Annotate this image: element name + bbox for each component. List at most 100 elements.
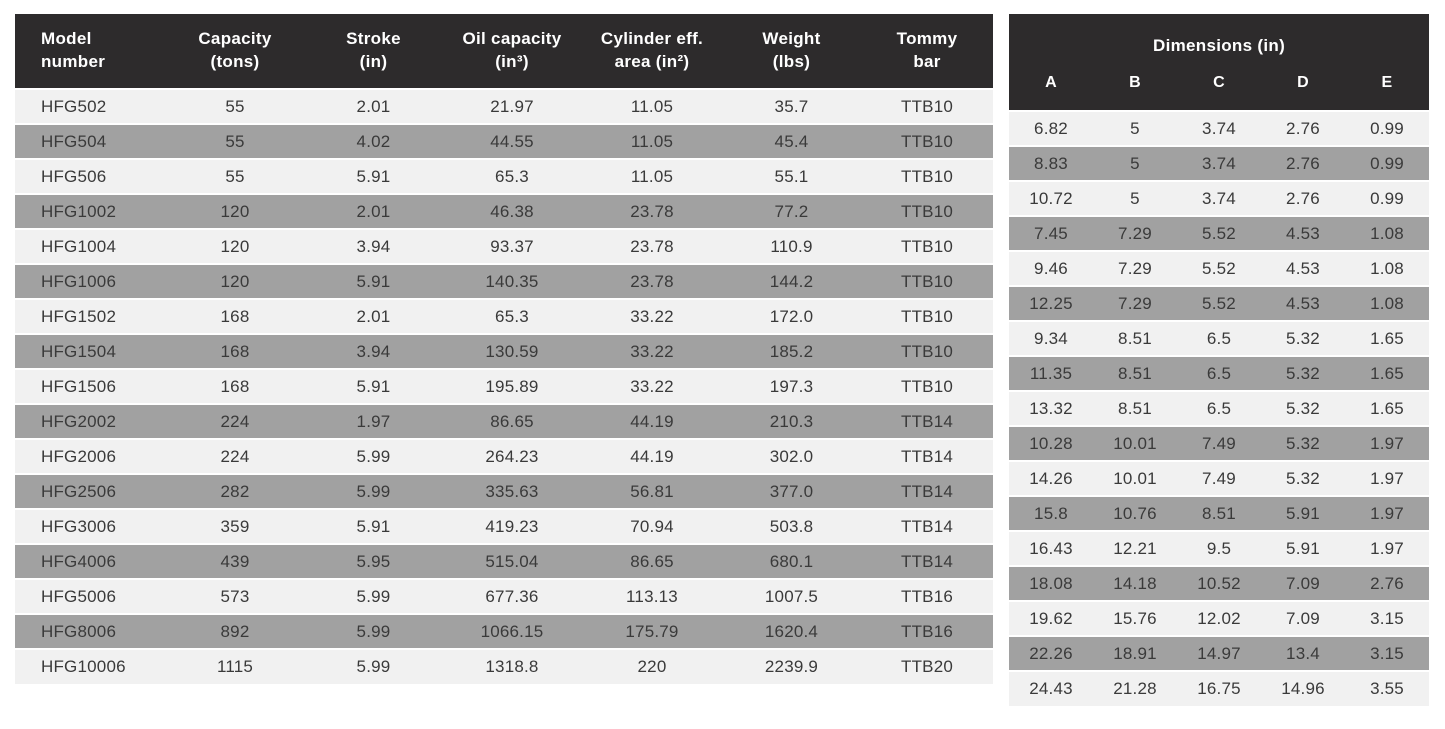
dimensions-letters-row: A B C D E	[1009, 66, 1430, 111]
header-line: Weight	[762, 29, 821, 49]
spec-row: HFG4006 439 5.95 515.04 86.65 680.1 TTB1…	[15, 543, 993, 579]
capacity-cell: 1115	[165, 648, 305, 684]
tommy-bar-cell: TTB10	[861, 88, 993, 124]
dim-d-cell: 5.32	[1261, 425, 1345, 461]
tommy-bar-cell: TTB14	[861, 403, 993, 439]
oil-capacity-cell: 1066.15	[442, 613, 582, 649]
weight-cell: 1007.5	[722, 578, 861, 614]
cylinder-area-cell: 175.79	[582, 613, 722, 649]
capacity-cell: 168	[165, 368, 305, 404]
stroke-cell: 5.99	[305, 613, 442, 649]
model-number-cell: HFG1506	[15, 368, 165, 404]
dimensions-row: 12.25 7.29 5.52 4.53 1.08	[1009, 285, 1430, 321]
dim-a-cell: 12.25	[1009, 285, 1093, 321]
model-number-cell: HFG502	[15, 88, 165, 124]
dimensions-title: Dimensions (in)	[1009, 14, 1430, 66]
dim-d-cell: 5.91	[1261, 495, 1345, 531]
spec-row: HFG2002 224 1.97 86.65 44.19 210.3 TTB14	[15, 403, 993, 439]
stroke-cell: 5.91	[305, 158, 442, 194]
specs-table-header: Model number Capacity (tons) Stroke (in)…	[15, 14, 993, 89]
header-line: Model	[41, 29, 92, 49]
oil-capacity-cell: 195.89	[442, 368, 582, 404]
dim-a-cell: 15.8	[1009, 495, 1093, 531]
dim-e-cell: 0.99	[1345, 145, 1430, 181]
dim-b-cell: 8.51	[1093, 355, 1177, 391]
dim-d-cell: 13.4	[1261, 635, 1345, 671]
model-number-cell: HFG504	[15, 123, 165, 159]
header-line: Capacity	[198, 29, 272, 49]
dim-e-cell: 1.97	[1345, 530, 1430, 566]
spec-row: HFG1502 168 2.01 65.3 33.22 172.0 TTB10	[15, 298, 993, 334]
spec-row: HFG2006 224 5.99 264.23 44.19 302.0 TTB1…	[15, 438, 993, 474]
oil-capacity-cell: 65.3	[442, 298, 582, 334]
dim-a-cell: 11.35	[1009, 355, 1093, 391]
dim-d-cell: 7.09	[1261, 565, 1345, 601]
dim-b-cell: 5	[1093, 180, 1177, 216]
weight-cell: 172.0	[722, 298, 861, 334]
dim-c-cell: 3.74	[1177, 110, 1261, 146]
dimensions-row: 9.46 7.29 5.52 4.53 1.08	[1009, 250, 1430, 286]
col-header-oil-capacity: Oil capacity (in³)	[442, 14, 582, 89]
tommy-bar-cell: TTB10	[861, 263, 993, 299]
dimensions-table-body: 6.82 5 3.74 2.76 0.99 8.83 5 3.74 2.76 0…	[1009, 110, 1430, 706]
dim-e-cell: 1.08	[1345, 285, 1430, 321]
dim-b-cell: 21.28	[1093, 670, 1177, 706]
spec-row: HFG1002 120 2.01 46.38 23.78 77.2 TTB10	[15, 193, 993, 229]
col-header-dim-a: A	[1009, 66, 1093, 111]
dim-b-cell: 10.76	[1093, 495, 1177, 531]
weight-cell: 35.7	[722, 88, 861, 124]
spec-row: HFG1504 168 3.94 130.59 33.22 185.2 TTB1…	[15, 333, 993, 369]
capacity-cell: 55	[165, 158, 305, 194]
stroke-cell: 3.94	[305, 333, 442, 369]
dim-c-cell: 5.52	[1177, 215, 1261, 251]
model-number-cell: HFG4006	[15, 543, 165, 579]
dimensions-row: 9.34 8.51 6.5 5.32 1.65	[1009, 320, 1430, 356]
dimensions-row: 15.8 10.76 8.51 5.91 1.97	[1009, 495, 1430, 531]
tommy-bar-cell: TTB20	[861, 648, 993, 684]
cylinder-area-cell: 23.78	[582, 263, 722, 299]
spec-row: HFG5006 573 5.99 677.36 113.13 1007.5 TT…	[15, 578, 993, 614]
spec-row: HFG1506 168 5.91 195.89 33.22 197.3 TTB1…	[15, 368, 993, 404]
header-line: number	[41, 52, 106, 71]
weight-cell: 680.1	[722, 543, 861, 579]
dimensions-table-header: Dimensions (in) A B C D E	[1009, 14, 1430, 111]
dim-d-cell: 5.32	[1261, 460, 1345, 496]
header-line: (in)	[359, 52, 388, 71]
dim-a-cell: 22.26	[1009, 635, 1093, 671]
dim-e-cell: 1.97	[1345, 460, 1430, 496]
cylinder-area-cell: 33.22	[582, 333, 722, 369]
spec-row: HFG504 55 4.02 44.55 11.05 45.4 TTB10	[15, 123, 993, 159]
oil-capacity-cell: 264.23	[442, 438, 582, 474]
dim-c-cell: 5.52	[1177, 285, 1261, 321]
header-line: area (in²)	[614, 52, 690, 71]
spec-row: HFG1004 120 3.94 93.37 23.78 110.9 TTB10	[15, 228, 993, 264]
stroke-cell: 3.94	[305, 228, 442, 264]
capacity-cell: 282	[165, 473, 305, 509]
header-line: Cylinder eff.	[600, 29, 704, 49]
dim-a-cell: 16.43	[1009, 530, 1093, 566]
capacity-cell: 55	[165, 88, 305, 124]
capacity-cell: 168	[165, 333, 305, 369]
oil-capacity-cell: 515.04	[442, 543, 582, 579]
dimensions-row: 8.83 5 3.74 2.76 0.99	[1009, 145, 1430, 181]
model-number-cell: HFG1502	[15, 298, 165, 334]
specs-header-row: Model number Capacity (tons) Stroke (in)…	[15, 14, 993, 89]
dim-a-cell: 18.08	[1009, 565, 1093, 601]
dim-e-cell: 1.65	[1345, 390, 1430, 426]
oil-capacity-cell: 21.97	[442, 88, 582, 124]
dim-d-cell: 2.76	[1261, 110, 1345, 146]
dim-c-cell: 6.5	[1177, 390, 1261, 426]
col-header-cylinder-area: Cylinder eff. area (in²)	[582, 14, 722, 89]
dimensions-row: 19.62 15.76 12.02 7.09 3.15	[1009, 600, 1430, 636]
cylinder-area-cell: 44.19	[582, 403, 722, 439]
dim-b-cell: 10.01	[1093, 425, 1177, 461]
model-number-cell: HFG2006	[15, 438, 165, 474]
tommy-bar-cell: TTB14	[861, 543, 993, 579]
dim-e-cell: 0.99	[1345, 110, 1430, 146]
dimensions-title-row: Dimensions (in)	[1009, 14, 1430, 66]
dim-e-cell: 1.65	[1345, 320, 1430, 356]
model-number-cell: HFG1504	[15, 333, 165, 369]
cylinder-area-cell: 11.05	[582, 158, 722, 194]
dim-c-cell: 5.52	[1177, 250, 1261, 286]
